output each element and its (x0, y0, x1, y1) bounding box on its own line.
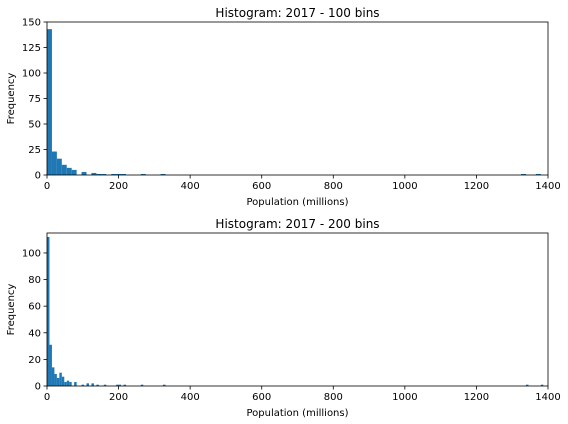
y-tick-label: 80 (28, 275, 41, 286)
histogram-bar (526, 384, 529, 386)
histogram-bar (96, 384, 99, 386)
histogram-bar (521, 173, 527, 175)
histogram-bar (86, 383, 89, 386)
histogram-bar (111, 173, 117, 175)
histogram-bar (91, 383, 94, 386)
histogram-100-bins: Histogram: 2017 - 100 bins 0 200 400 600 800 1… (6, 6, 561, 208)
histogram-bar (163, 384, 166, 386)
y-tick-label: 100 (22, 69, 41, 80)
y-tick-label: 20 (28, 355, 41, 366)
x-tick-label: 600 (252, 392, 271, 403)
y-axis-label: Frequency (6, 284, 17, 336)
histogram-bar (56, 158, 62, 175)
histogram-bar (116, 384, 119, 386)
histogram-bar (140, 173, 146, 175)
x-axis-label: Population (millions) (246, 197, 348, 208)
x-axis-label: Population (millions) (246, 408, 348, 419)
histogram-bar (49, 344, 52, 386)
histogram-bar (47, 236, 50, 386)
chart-title: Histogram: 2017 - 100 bins (215, 6, 379, 20)
histogram-bar (69, 382, 72, 386)
histogram-bar (121, 173, 127, 175)
histogram-bar (56, 378, 60, 386)
x-tick-label: 400 (181, 392, 200, 403)
histogram-bar (51, 151, 57, 175)
x-tick-label: 1000 (392, 181, 417, 192)
histogram-bar (66, 380, 70, 386)
y-tick-label: 50 (28, 120, 41, 131)
x-tick-label: 1400 (535, 181, 560, 192)
x-tick-label: 0 (44, 392, 50, 403)
y-tick-label: 150 (22, 18, 41, 29)
x-tick-label: 200 (109, 181, 128, 192)
histogram-bar (66, 167, 72, 175)
x-tick-label: 1200 (464, 181, 489, 192)
x-tick-label: 1000 (392, 392, 417, 403)
histogram-bar (81, 171, 87, 175)
x-tick-label: 1400 (535, 392, 560, 403)
histogram-bar (54, 374, 57, 386)
histogram-bar (535, 173, 541, 175)
y-tick-label: 125 (22, 43, 41, 54)
y-tick-label: 75 (28, 94, 41, 105)
histogram-bar (96, 173, 102, 175)
histogram-bar (47, 29, 52, 175)
y-tick-label: 0 (35, 171, 41, 182)
plot-frame (46, 21, 549, 176)
x-tick-label: 200 (109, 392, 128, 403)
histogram-bar (123, 384, 127, 386)
y-tick-label: 40 (28, 328, 41, 339)
histogram-bar (61, 164, 67, 175)
histogram-bar (81, 384, 85, 386)
histogram-bar (74, 382, 77, 386)
x-tick-label: 600 (252, 181, 271, 192)
y-tick-label: 100 (22, 248, 41, 259)
chart-title: Histogram: 2017 - 200 bins (215, 217, 379, 231)
x-tick-label: 1200 (464, 392, 489, 403)
y-tick-label: 25 (28, 145, 41, 156)
histogram-bar (59, 372, 62, 386)
histogram-bar (64, 382, 67, 386)
histogram-bar (160, 173, 166, 175)
histogram-bar (51, 367, 55, 386)
y-axis-label: Frequency (6, 73, 17, 125)
x-tick-label: 800 (324, 392, 343, 403)
histogram-bar (540, 384, 544, 386)
histogram-bar (61, 376, 65, 386)
histogram-bar (140, 384, 144, 386)
y-tick-label: 0 (35, 382, 41, 393)
histogram-bar (91, 172, 97, 175)
x-tick-label: 0 (44, 181, 50, 192)
histogram-bar (103, 384, 107, 386)
x-tick-label: 800 (324, 181, 343, 192)
y-tick-label: 60 (28, 302, 41, 313)
histogram-bar (101, 173, 107, 175)
histogram-bar (118, 384, 122, 386)
histogram-bar (71, 169, 77, 175)
plot-frame (46, 232, 549, 387)
x-tick-label: 400 (181, 181, 200, 192)
histogram-bar (116, 173, 122, 175)
